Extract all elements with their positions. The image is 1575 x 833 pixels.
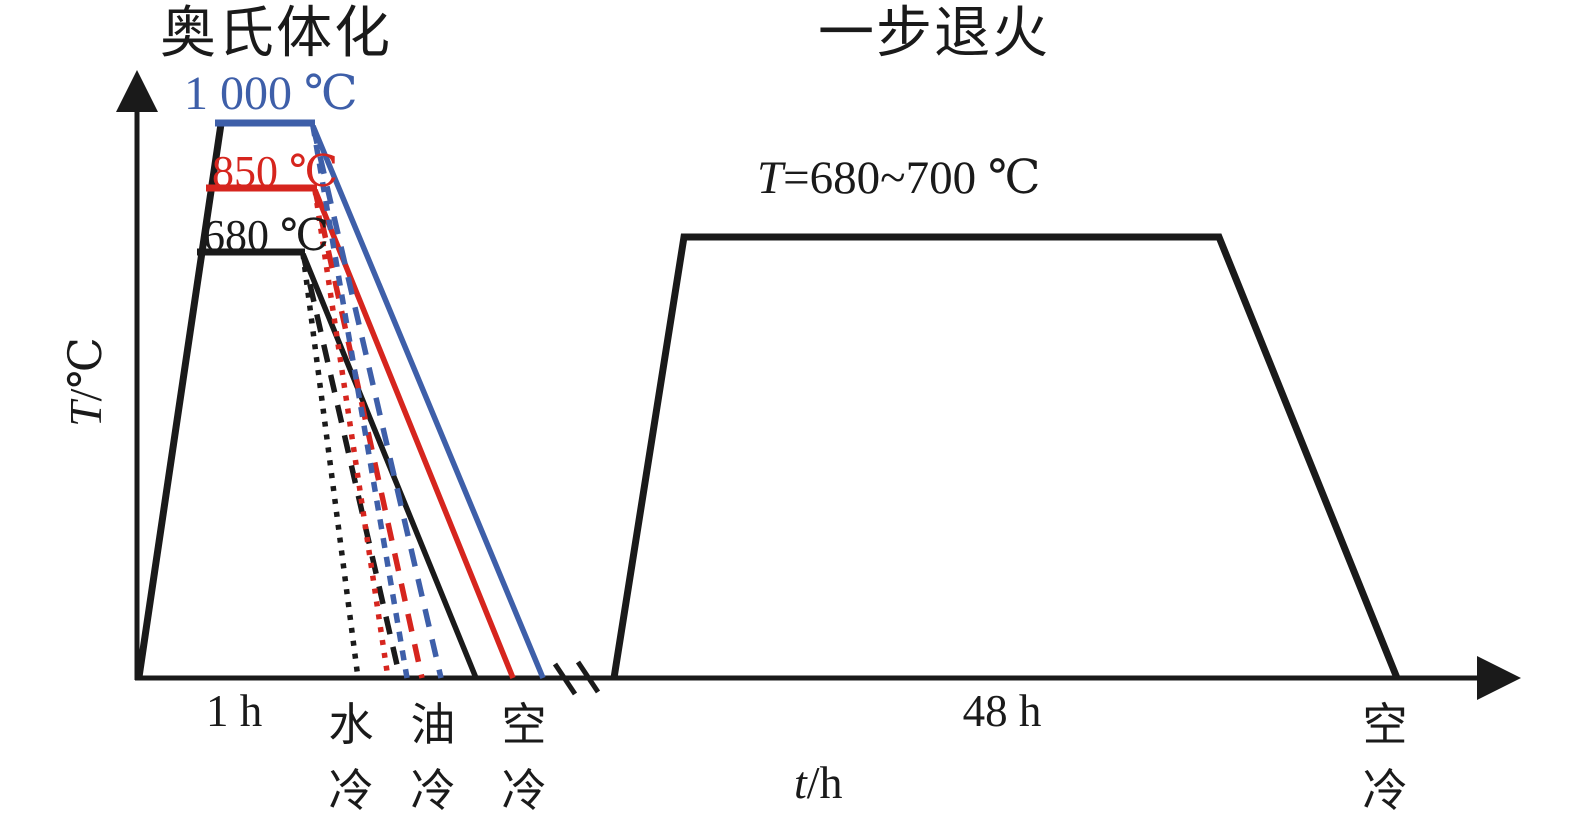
y-axis-unit: /℃ xyxy=(60,337,111,402)
anneal-temp-symbol: T xyxy=(757,152,784,204)
y-axis-label: T/℃ xyxy=(60,317,111,447)
title-one-step-anneal: 一步退火 xyxy=(818,3,1050,65)
y-axis-arrow-icon xyxy=(116,70,158,112)
y-axis-symbol: T xyxy=(60,401,111,427)
title-austenitization: 奥氏体化 xyxy=(160,3,392,65)
x-axis-arrow-icon xyxy=(1477,656,1521,700)
axis-break-mark-2 xyxy=(575,660,601,694)
temp-label-680C: 680 ℃ xyxy=(203,211,330,260)
cooling-label-water: 水冷 xyxy=(328,700,374,816)
hold-time-48h-label: 48 h xyxy=(962,686,1042,736)
anneal-profile-line xyxy=(610,233,1401,680)
cooling-label-oil: 油冷 xyxy=(410,700,456,816)
axis-break-mark-1 xyxy=(552,662,578,696)
cooling-line-1000-oil xyxy=(310,125,444,679)
cooling-line-850-air xyxy=(312,188,516,680)
cooling-line-1000-air xyxy=(310,124,546,680)
x-axis-label: t/h xyxy=(794,757,843,809)
anneal-temp-label: T=680~700 ℃ xyxy=(757,152,1041,205)
temp-label-1000C: 1 000 ℃ xyxy=(184,67,358,120)
x-axis-unit: /h xyxy=(806,757,843,808)
x-axis-symbol: t xyxy=(794,757,807,808)
temp-label-850C: 850 ℃ xyxy=(212,147,339,196)
cooling-line-680-oil xyxy=(300,253,403,679)
cooling-label-air-anneal: 空冷 xyxy=(1362,700,1408,816)
heating-ramp-line xyxy=(135,123,225,678)
hold-time-1h-label: 1 h xyxy=(206,686,263,736)
cooling-line-850-water xyxy=(312,189,391,679)
anneal-temp-value: =680~700 ℃ xyxy=(783,152,1041,204)
cooling-line-850-oil xyxy=(312,189,425,679)
cooling-line-1000-water xyxy=(310,125,410,679)
cooling-label-air: 空冷 xyxy=(501,700,547,816)
